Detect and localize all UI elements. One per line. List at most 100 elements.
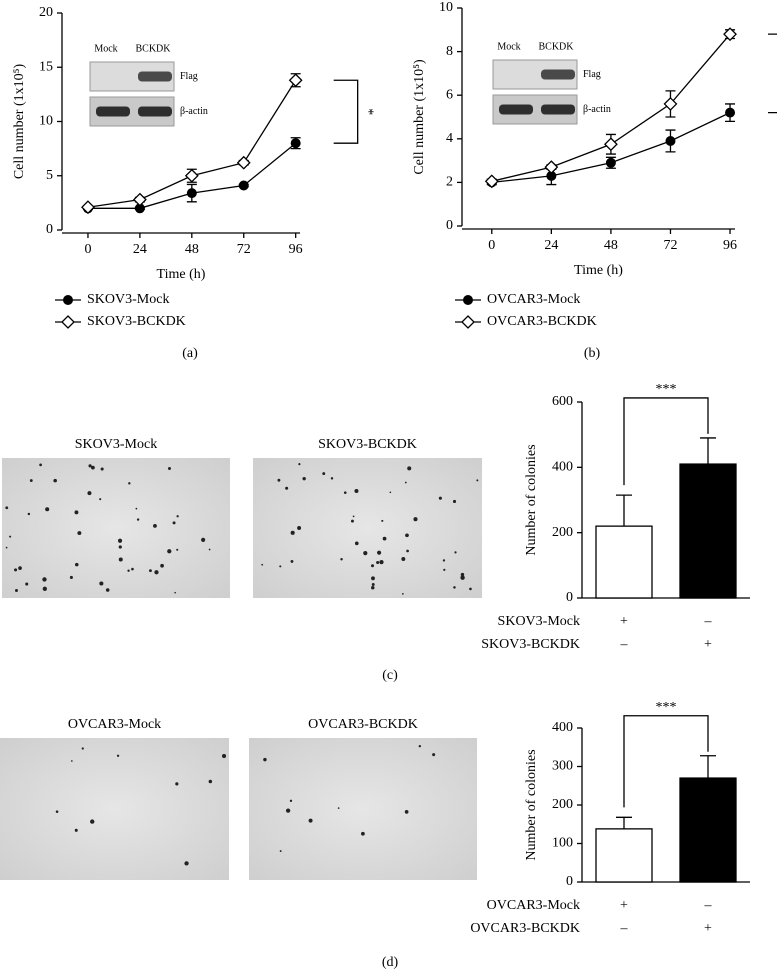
- colony: [381, 519, 384, 522]
- y-tick-label: 8: [446, 44, 453, 59]
- colony: [25, 582, 29, 586]
- colony: [136, 518, 140, 521]
- y-axis-label: Number of colonies: [524, 444, 539, 555]
- significance-bracket: [623, 715, 709, 808]
- colony: [351, 519, 354, 523]
- colony: [71, 760, 73, 762]
- y-axis-label: Cell number (1x10⁵): [412, 59, 427, 175]
- legend-label: OVCAR3-Mock: [487, 292, 580, 307]
- colony: [298, 463, 301, 466]
- panel-label: (c): [382, 668, 398, 683]
- row-label: OVCAR3-BCKDK: [470, 921, 580, 936]
- x-tick-label: 48: [185, 242, 199, 257]
- y-tick-label: 2: [446, 175, 453, 190]
- micrograph: [249, 738, 477, 880]
- colony: [453, 586, 456, 589]
- colony: [172, 521, 176, 525]
- micrograph-label: OVCAR3-Mock: [68, 717, 161, 732]
- y-tick-label: 300: [552, 759, 573, 774]
- y-axis-label: Number of colonies: [524, 749, 539, 860]
- colony: [285, 808, 291, 813]
- colony: [118, 545, 122, 549]
- colony: [42, 577, 47, 582]
- colony: [14, 568, 18, 572]
- colony: [208, 779, 213, 784]
- colony: [330, 477, 334, 480]
- colony: [297, 526, 302, 530]
- colony: [382, 536, 387, 541]
- row-sign: +: [704, 637, 712, 652]
- x-axis-label: Time (h): [157, 267, 206, 282]
- colony: [443, 568, 446, 571]
- colony: [371, 576, 375, 581]
- row-label: SKOV3-Mock: [498, 614, 580, 629]
- colony: [322, 472, 326, 476]
- legend-label: OVCAR3-BCKDK: [487, 314, 597, 329]
- row-label: OVCAR3-Mock: [487, 898, 580, 913]
- colony: [290, 559, 294, 563]
- colony: [261, 563, 264, 566]
- y-tick-label: 200: [552, 525, 573, 540]
- y-tick-label: 0: [566, 874, 573, 889]
- colony: [127, 569, 130, 572]
- colony: [460, 575, 465, 580]
- colony: [405, 533, 409, 538]
- colony: [99, 498, 102, 501]
- colony: [413, 517, 418, 522]
- colony: [354, 488, 359, 493]
- blot-band: [541, 104, 575, 115]
- colony: [401, 557, 406, 561]
- colony: [27, 512, 31, 516]
- colony: [452, 499, 457, 504]
- blot-band: [96, 106, 130, 117]
- colony: [376, 560, 380, 565]
- colony: [105, 588, 110, 592]
- row-sign: –: [620, 921, 629, 936]
- colony: [469, 587, 472, 591]
- colony: [279, 850, 282, 852]
- bar: [595, 525, 653, 599]
- marker: [238, 180, 249, 191]
- colony: [74, 510, 79, 515]
- colony: [90, 819, 95, 824]
- marker: [288, 73, 303, 88]
- colony: [176, 515, 179, 518]
- marker: [484, 174, 499, 189]
- colony: [99, 581, 104, 586]
- row-label: SKOV3-BCKDK: [481, 637, 580, 652]
- significance-bracket: [333, 79, 359, 144]
- colony: [418, 744, 422, 748]
- marker: [605, 157, 616, 168]
- micrograph-label: SKOV3-BCKDK: [318, 437, 417, 452]
- marker: [63, 295, 73, 305]
- colony: [402, 592, 404, 595]
- y-tick-label: 4: [446, 131, 453, 146]
- y-tick-label: 5: [46, 168, 53, 183]
- marker: [725, 107, 736, 118]
- colony: [184, 861, 189, 866]
- bar: [595, 828, 653, 883]
- colony: [290, 530, 295, 535]
- colony: [39, 463, 42, 467]
- lane-label: Mock: [497, 41, 520, 52]
- row-sign: +: [620, 614, 628, 629]
- colony: [404, 810, 409, 814]
- micrograph: [0, 738, 229, 880]
- colony: [81, 747, 84, 750]
- colony: [131, 567, 134, 571]
- colony: [87, 491, 92, 496]
- colony: [263, 757, 267, 762]
- colony: [74, 828, 78, 832]
- y-tick-label: 0: [446, 218, 453, 233]
- blot-band: [499, 104, 533, 115]
- row-sign: –: [704, 898, 713, 913]
- colony: [14, 589, 18, 593]
- colony: [406, 549, 409, 553]
- colony: [371, 583, 375, 586]
- band-label: Flag: [583, 69, 601, 80]
- colony: [289, 799, 293, 803]
- colony: [45, 507, 50, 512]
- marker: [81, 200, 95, 215]
- colony: [5, 506, 9, 510]
- y-tick-label: 200: [552, 797, 573, 812]
